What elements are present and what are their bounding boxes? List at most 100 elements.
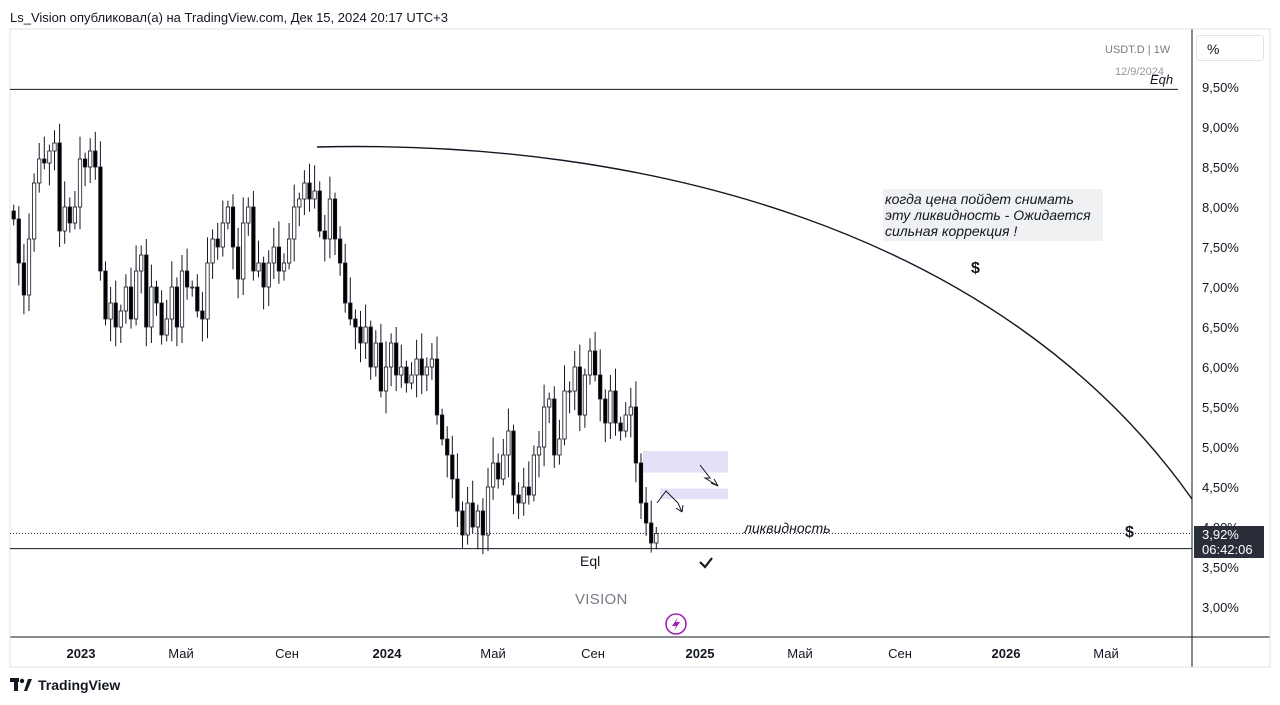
current-price-tag: 3,92% 06:42:06 — [1194, 526, 1264, 558]
candle-body — [276, 246, 282, 272]
candle-body — [144, 254, 149, 328]
candle-body — [618, 422, 623, 432]
candle-body — [26, 238, 32, 296]
candle-body — [322, 230, 327, 240]
chart-frame-lines — [9, 28, 1271, 668]
percent-scale-button[interactable]: % — [1196, 35, 1264, 61]
candle-body — [42, 158, 47, 164]
candle-body — [485, 486, 491, 536]
y-tick-label: 8,50% — [1202, 160, 1239, 175]
candle-body — [567, 390, 572, 393]
candle-body — [363, 326, 368, 344]
candle-body — [383, 366, 389, 392]
vision-watermark: VISION — [575, 591, 628, 608]
candle-body — [327, 198, 333, 240]
candle-body — [490, 462, 496, 488]
candle-body — [358, 326, 363, 344]
candle-body — [587, 350, 593, 376]
drawings — [10, 88, 1193, 635]
candle-body — [623, 414, 628, 432]
candle-body — [271, 246, 276, 264]
candle-body — [210, 238, 215, 264]
liquidity-zones — [643, 451, 728, 499]
tradingview-logo-icon — [10, 678, 32, 692]
candle-body — [348, 302, 353, 320]
candle-body — [190, 286, 195, 289]
lightning-bolt-icon — [672, 617, 680, 631]
candle-body — [547, 398, 552, 408]
candle-body — [220, 222, 225, 248]
candle-body — [654, 533, 659, 544]
candle-body — [638, 462, 644, 504]
candle-body — [613, 390, 618, 424]
x-tick-label: Сен — [888, 646, 912, 661]
candle-body — [455, 478, 460, 512]
candle-body — [343, 262, 348, 304]
x-tick-label: 2024 — [373, 646, 403, 661]
x-tick-label: 2023 — [67, 646, 96, 661]
candle-body — [394, 342, 399, 376]
candle-body — [98, 166, 103, 272]
candle-body — [633, 406, 639, 464]
candle-body — [460, 510, 465, 536]
y-tick-label: 9,50% — [1202, 80, 1239, 95]
candle-body — [62, 206, 67, 232]
x-tick-label: 2025 — [686, 646, 715, 661]
candle-body — [506, 430, 511, 456]
eqh-date-label: 12/9/2024 — [1115, 66, 1164, 78]
candle-body — [404, 366, 409, 384]
candle-body — [302, 182, 307, 200]
y-tick-label: 4,50% — [1202, 480, 1239, 495]
candle-body — [552, 398, 557, 456]
candle-body — [32, 182, 37, 240]
candle-body — [88, 150, 93, 168]
candle-body — [511, 430, 516, 496]
candle-body — [123, 286, 128, 312]
candle-body — [230, 206, 236, 248]
annotation-note[interactable]: когда цена пойдет снимать эту ликвидност… — [883, 189, 1103, 241]
candle-body — [297, 198, 302, 208]
candle-body — [332, 198, 338, 240]
candle-body — [582, 374, 588, 416]
candle-body — [526, 486, 531, 496]
publisher-info: Ls_Vision опубликовал(а) на TradingView.… — [10, 10, 448, 25]
candle-body — [286, 238, 292, 264]
candle-body — [113, 302, 118, 328]
candle-body — [429, 358, 435, 368]
candle-body — [378, 342, 384, 392]
y-tick-label: 8,00% — [1202, 200, 1239, 215]
candle-body — [281, 262, 287, 272]
brand-name: TradingView — [38, 677, 121, 693]
y-tick-label: 3,50% — [1202, 560, 1239, 575]
liquidity-label: ликвидность — [744, 520, 831, 536]
candle-body — [603, 398, 608, 424]
eql-label: Eql — [580, 553, 601, 569]
bar-countdown: 06:42:06 — [1202, 542, 1253, 557]
candle-body — [11, 210, 16, 220]
candle-body — [128, 286, 134, 320]
candle-body — [542, 406, 547, 448]
supply-zone-lower — [660, 488, 728, 499]
projection-curve — [316, 145, 1193, 500]
candle-body — [169, 286, 174, 320]
price-axis: 9,50% 9,00% 8,50% 8,00% 7,50% 7,00% 6,50% 6,00%… — [1202, 80, 1239, 615]
candle-body — [480, 510, 486, 536]
y-tick-label: 7,00% — [1202, 280, 1239, 295]
chart-outline — [9, 28, 1271, 668]
candle-body — [307, 182, 312, 200]
candle-body — [450, 454, 455, 480]
candle-body — [205, 262, 210, 320]
candle-body — [103, 270, 108, 320]
candle-body — [598, 374, 603, 400]
candle-body — [424, 366, 429, 376]
current-price: 3,92% — [1202, 527, 1239, 542]
candle-body — [133, 270, 139, 320]
candle-body — [419, 358, 424, 376]
candle-body — [83, 158, 88, 168]
x-tick-label: 2026 — [992, 646, 1021, 661]
candle-body — [465, 502, 470, 536]
candle-body — [368, 326, 373, 368]
arrow-upper — [699, 464, 719, 487]
candle-body — [179, 270, 185, 328]
